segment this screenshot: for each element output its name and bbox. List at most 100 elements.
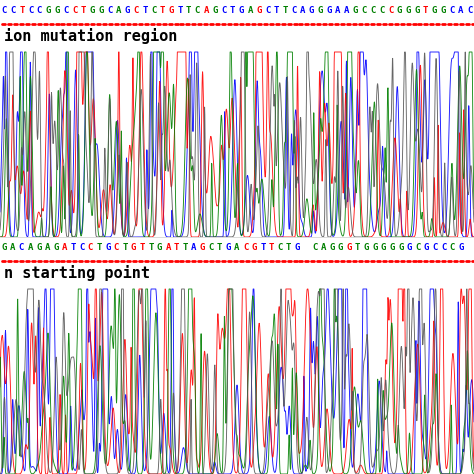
Text: T: T [160, 6, 165, 15]
Text: T: T [96, 243, 102, 252]
Text: G: G [55, 6, 60, 15]
Text: A: A [344, 6, 349, 15]
Text: C: C [450, 243, 455, 252]
Text: T: T [148, 243, 154, 252]
Text: G: G [239, 6, 244, 15]
Text: C: C [107, 6, 112, 15]
Text: T: T [423, 6, 428, 15]
Text: T: T [71, 243, 76, 252]
Text: A: A [165, 243, 171, 252]
Text: T: T [182, 243, 188, 252]
Text: G: G [397, 6, 402, 15]
Text: C: C [221, 6, 227, 15]
Text: C: C [388, 6, 393, 15]
Text: T: T [274, 6, 279, 15]
Text: G: G [54, 243, 59, 252]
Text: C: C [19, 243, 24, 252]
Text: A: A [191, 243, 197, 252]
Text: G: G [125, 6, 130, 15]
Text: T: T [355, 243, 360, 252]
Text: G: G [353, 6, 358, 15]
Text: C: C [79, 243, 84, 252]
Text: C: C [37, 6, 42, 15]
Text: A: A [458, 6, 464, 15]
Text: A: A [247, 6, 253, 15]
Text: G: G [295, 243, 300, 252]
Text: A: A [45, 243, 50, 252]
Text: C: C [10, 6, 16, 15]
Text: G: G [90, 6, 95, 15]
Text: G: G [46, 6, 51, 15]
Text: C: C [114, 243, 119, 252]
Text: A: A [10, 243, 16, 252]
Text: G: G [309, 6, 314, 15]
Text: A: A [62, 243, 67, 252]
Text: G: G [200, 243, 205, 252]
Text: C: C [195, 6, 200, 15]
Text: G: G [131, 243, 136, 252]
Text: G: G [318, 6, 323, 15]
Text: C: C [63, 6, 69, 15]
Text: C: C [362, 6, 367, 15]
Text: A: A [300, 6, 306, 15]
Text: A: A [27, 243, 33, 252]
Text: C: C [265, 6, 270, 15]
Text: C: C [379, 6, 384, 15]
Text: C: C [88, 243, 93, 252]
Text: C: C [72, 6, 77, 15]
Text: C: C [243, 243, 248, 252]
Text: G: G [381, 243, 386, 252]
Text: A: A [335, 6, 341, 15]
Text: G: G [414, 6, 419, 15]
Text: T: T [122, 243, 128, 252]
Text: G: G [105, 243, 110, 252]
Text: T: T [260, 243, 265, 252]
Text: G: G [329, 243, 335, 252]
Text: T: T [269, 243, 274, 252]
Text: A: A [320, 243, 326, 252]
Text: G: G [441, 6, 446, 15]
Text: G: G [212, 6, 218, 15]
Text: G: G [327, 6, 332, 15]
Text: A: A [204, 6, 209, 15]
Text: G: G [458, 243, 464, 252]
Text: T: T [139, 243, 145, 252]
Text: G: G [407, 243, 412, 252]
Text: T: T [283, 6, 288, 15]
Text: C: C [151, 6, 156, 15]
Text: G: G [424, 243, 429, 252]
Text: T: T [230, 6, 235, 15]
Text: G: G [405, 6, 411, 15]
Text: C: C [133, 6, 139, 15]
Text: C: C [292, 6, 297, 15]
Text: G: G [372, 243, 378, 252]
Text: G: G [346, 243, 352, 252]
Text: T: T [81, 6, 86, 15]
Text: C: C [209, 243, 214, 252]
Text: C: C [2, 6, 7, 15]
Text: G: G [390, 243, 395, 252]
Text: G: G [364, 243, 369, 252]
Text: C: C [28, 6, 33, 15]
Text: n starting point: n starting point [4, 265, 150, 281]
Text: G: G [432, 6, 437, 15]
Text: C: C [467, 6, 472, 15]
Text: T: T [186, 6, 191, 15]
Text: A: A [234, 243, 240, 252]
Text: C: C [433, 243, 438, 252]
Text: G: G [1, 243, 7, 252]
Text: T: T [286, 243, 292, 252]
Text: G: G [256, 6, 262, 15]
Text: G: G [157, 243, 162, 252]
Text: ion mutation region: ion mutation region [4, 28, 177, 44]
Text: G: G [98, 6, 104, 15]
Text: C: C [415, 243, 420, 252]
Text: G: G [398, 243, 403, 252]
Text: C: C [449, 6, 455, 15]
Text: C: C [370, 6, 376, 15]
Text: G: G [338, 243, 343, 252]
Text: A: A [116, 6, 121, 15]
Text: G: G [36, 243, 41, 252]
Text: T: T [19, 6, 25, 15]
Text: G: G [168, 6, 174, 15]
